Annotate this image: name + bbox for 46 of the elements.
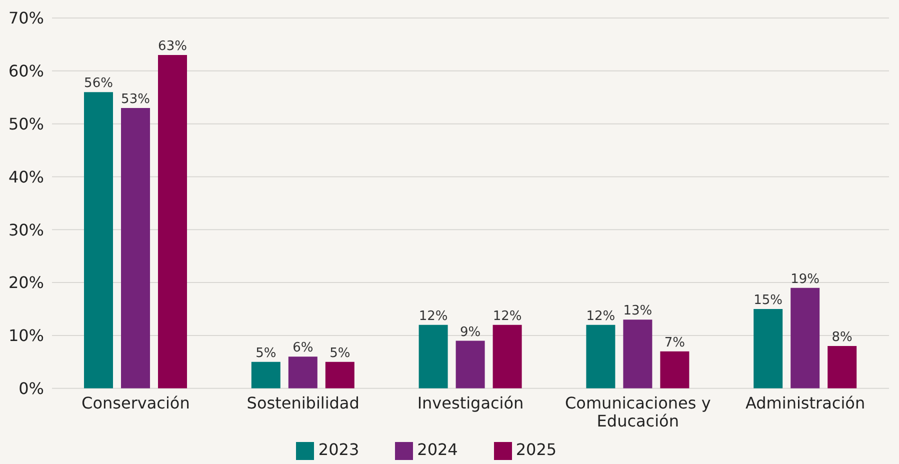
bar [492, 324, 522, 388]
bar [418, 324, 448, 388]
y-tick-label: 60% [8, 62, 44, 81]
data-label: 12% [418, 308, 448, 324]
y-tick-label: 20% [8, 273, 44, 292]
data-label: 12% [586, 308, 616, 324]
bar [288, 356, 318, 388]
legend-label: 2023 [318, 440, 360, 460]
data-label: 63% [158, 39, 187, 54]
data-label: 56% [84, 76, 113, 92]
data-label: 12% [492, 308, 522, 324]
data-label: 19% [790, 272, 820, 287]
x-tick-label: Comunicaciones y Educación [565, 393, 711, 430]
bar [754, 309, 783, 388]
y-tick-label: 50% [8, 114, 44, 134]
x-tick-label: Investigación [417, 393, 524, 412]
bar [251, 362, 280, 388]
y-tick-label: 70% [8, 8, 44, 28]
data-label: 6% [292, 340, 314, 356]
data-label: 53% [121, 92, 150, 107]
x-tick-label: Conservación [82, 393, 190, 412]
bar [790, 288, 820, 388]
data-label: 8% [832, 330, 852, 346]
data-label: 15% [754, 293, 783, 308]
bar [828, 346, 857, 388]
bar [660, 351, 690, 388]
y-tick-label: 30% [8, 220, 44, 240]
x-tick-label: Administración [745, 393, 866, 412]
data-label: 5% [256, 346, 276, 361]
bar [456, 340, 485, 388]
data-label: 7% [664, 335, 686, 350]
data-label: 5% [330, 346, 350, 361]
y-tick-label: 0% [18, 379, 44, 398]
bar [586, 324, 616, 388]
legend-label: 2025 [516, 440, 557, 460]
bar [84, 92, 113, 388]
x-tick-label: Sostenibilidad [246, 393, 360, 412]
legend-label: 2024 [417, 440, 458, 460]
y-tick-label: 40% [8, 167, 44, 186]
data-label: 13% [623, 304, 652, 319]
bar [623, 320, 652, 388]
bar [158, 55, 187, 388]
bar [121, 108, 150, 388]
bar [325, 362, 354, 388]
y-tick-label: 10% [8, 326, 44, 346]
data-label: 9% [460, 324, 481, 340]
